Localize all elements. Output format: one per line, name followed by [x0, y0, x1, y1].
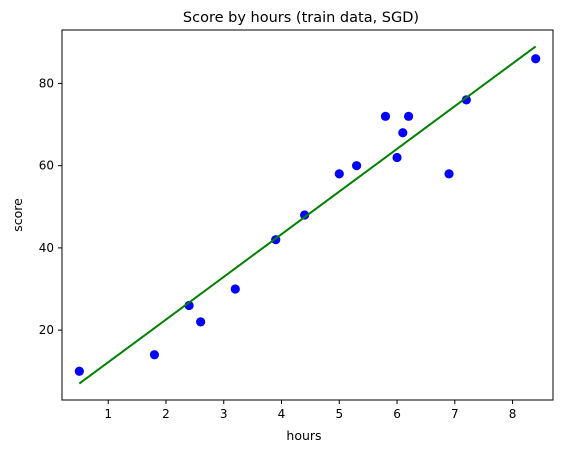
plot-frame [61, 29, 554, 401]
scatter-point [380, 111, 391, 121]
scatter-point [196, 317, 206, 327]
scatter-point [392, 152, 402, 163]
x-tick-label: 6 [393, 407, 401, 421]
y-tick-label: 60 [39, 159, 54, 173]
y-tick-label: 40 [39, 241, 54, 255]
scatter-point [444, 169, 454, 179]
chart-title: Score by hours (train data, SGD) [183, 10, 419, 26]
scatter-point [300, 210, 310, 220]
x-tick-label: 2 [162, 407, 170, 421]
y-tick-label: 20 [39, 323, 54, 337]
plot-area [74, 45, 541, 385]
scatter-point [149, 350, 160, 360]
x-tick-label: 3 [220, 407, 228, 421]
y-tick-label: 80 [39, 76, 54, 90]
scatter-point [403, 111, 414, 121]
scatter-point [230, 284, 240, 294]
scatter-point [334, 169, 344, 179]
scatter-point [74, 366, 84, 376]
x-tick-label: 4 [278, 407, 286, 421]
scatter-point [352, 161, 362, 171]
x-tick-label: 8 [509, 407, 517, 421]
scatter-point [531, 54, 541, 64]
x-tick-label: 1 [104, 407, 112, 421]
x-axis-label: hours [286, 428, 321, 443]
y-axis-label: score [10, 198, 25, 232]
x-tick-label: 7 [451, 407, 459, 421]
x-axis: 1 2 3 4 5 6 7 8 [104, 400, 516, 421]
y-axis: 20 40 60 80 [39, 76, 62, 337]
scatter-point [398, 128, 408, 138]
regression-line [78, 45, 537, 385]
scatter-point [461, 95, 471, 105]
x-tick-label: 5 [335, 407, 343, 421]
